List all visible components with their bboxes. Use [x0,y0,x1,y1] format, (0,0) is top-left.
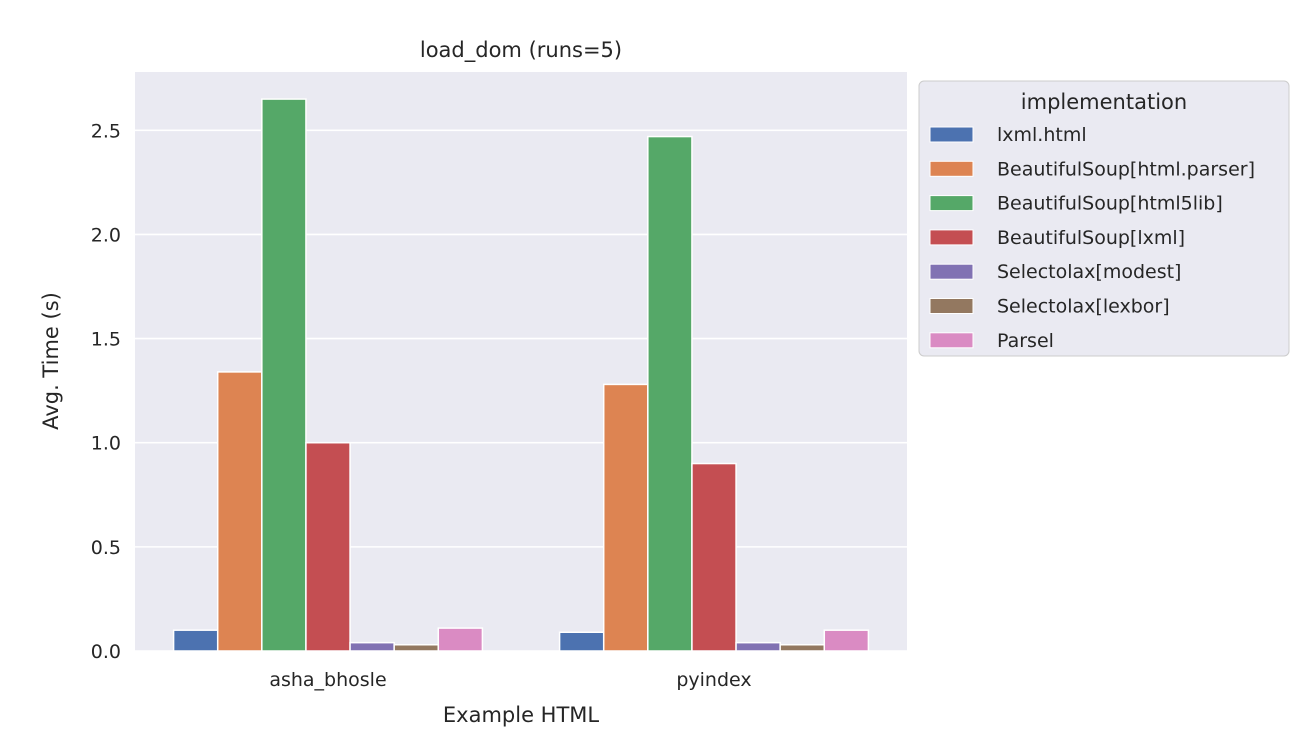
legend-swatch [929,195,974,212]
y-tick-label: 0.5 [91,537,121,559]
bar [393,644,440,652]
y-tick-labels: 0.0 0.5 1.0 1.5 2.0 2.5 [91,120,121,663]
chart-title: load_dom (runs=5) [420,38,622,63]
legend-label: Parsel [997,330,1054,352]
legend: implementation lxml.html BeautifulSoup[ht… [918,80,1290,357]
bars [172,98,870,652]
legend-swatch [929,332,974,349]
legend-box [918,80,1290,357]
bar [647,135,693,652]
bar [172,629,219,652]
legend-swatch [929,160,974,177]
legend-label: Selectolax[lexbor] [997,296,1170,318]
bar [261,98,307,652]
bar [779,644,826,652]
bar [602,383,649,652]
x-tick-label: asha_bhosle [269,669,386,691]
bar [823,629,870,652]
y-tick-label: 1.0 [91,433,121,455]
legend-swatch [929,229,974,246]
y-axis-title: Avg. Time (s) [39,292,63,430]
legend-label: BeautifulSoup[lxml] [997,227,1185,249]
bar [558,631,605,652]
y-tick-label: 2.0 [91,224,121,246]
legend-swatch [929,263,974,280]
x-tick-labels: asha_bhosle pyindex [269,669,751,691]
bar [691,462,737,652]
legend-label: BeautifulSoup[html.parser] [997,158,1255,180]
bar [216,371,263,652]
x-tick-label: pyindex [676,669,751,691]
y-tick-label: 1.5 [91,329,121,351]
bar [349,641,395,652]
legend-label: lxml.html [997,124,1087,146]
legend-label: Selectolax[modest] [997,261,1181,283]
bar [735,641,781,652]
legend-swatch [929,126,974,143]
bar [305,441,351,652]
legend-items: lxml.html BeautifulSoup[html.parser] Beaut… [929,124,1255,352]
legend-swatch [929,298,974,314]
bar [437,627,484,652]
y-tick-label: 0.0 [91,641,121,663]
legend-title: implementation [1021,90,1187,114]
y-tick-label: 2.5 [91,120,121,142]
x-axis-title: Example HTML [443,703,600,727]
legend-label: BeautifulSoup[html5lib] [997,193,1223,215]
